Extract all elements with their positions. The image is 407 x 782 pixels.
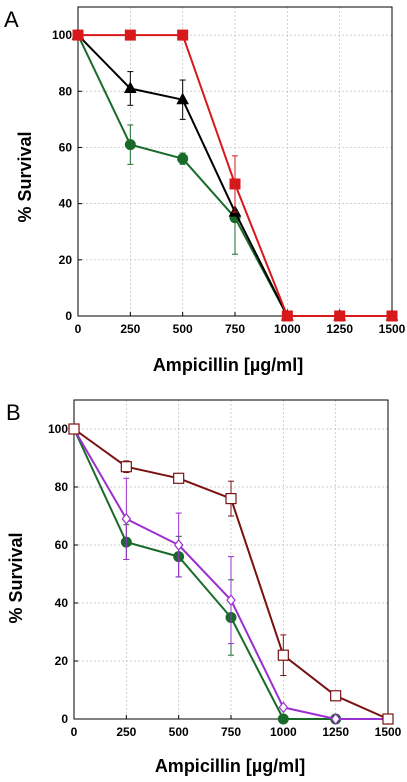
panel-label-b: B (6, 400, 21, 425)
data-point (386, 310, 398, 322)
chart-panel-b: B 0 250 500 750 1000 1250 1500 0 20 40 60 80 100 Am… (6, 399, 402, 776)
y-tick-label: 40 (55, 596, 69, 610)
data-point (123, 81, 137, 93)
y-tick-labels: 0 20 40 60 80 100 (52, 28, 82, 323)
y-tick-label: 20 (59, 253, 73, 267)
data-point (226, 594, 236, 607)
series-layer (71, 28, 399, 322)
data-point (330, 713, 341, 725)
chart-panel-a: A 0 250 500 750 1000 1250 1500 0 20 40 60 80 100 Am… (4, 6, 406, 375)
x-tick-label: 1000 (274, 322, 301, 336)
x-tick-label: 750 (221, 725, 241, 739)
series-1 (68, 423, 394, 725)
x-axis-title: Ampicillin [µg/ml] (153, 355, 303, 375)
data-point (120, 461, 132, 473)
data-point (173, 539, 184, 551)
data-point (277, 649, 289, 661)
y-tick-labels: 0 20 40 60 80 100 (48, 422, 78, 726)
data-point (330, 690, 342, 702)
y-tick-label: 80 (59, 84, 73, 98)
y-tick-label: 60 (55, 538, 69, 552)
x-tick-label: 1500 (379, 322, 406, 336)
series-2 (69, 423, 393, 725)
y-tick-label: 100 (52, 28, 72, 42)
data-point (176, 92, 190, 105)
data-point (277, 713, 289, 725)
x-tick-label: 500 (169, 725, 189, 739)
y-tick-label: 0 (65, 309, 72, 323)
data-point (382, 713, 394, 725)
x-tick-label: 250 (116, 725, 136, 739)
data-point (281, 310, 293, 322)
x-tick-labels: 0 250 500 750 1000 1250 1500 (75, 312, 406, 336)
data-point (124, 29, 136, 41)
data-point (72, 29, 84, 41)
y-tick-label: 0 (61, 712, 68, 726)
y-tick-label: 20 (55, 654, 69, 668)
x-tick-label: 0 (71, 725, 78, 739)
x-tick-label: 750 (225, 322, 245, 336)
data-point (225, 493, 237, 505)
data-point (68, 423, 80, 435)
x-axis-title: Ampicillin [µg/ml] (155, 756, 305, 776)
y-tick-label: 80 (55, 480, 69, 494)
data-point (334, 310, 346, 322)
data-point (278, 701, 289, 714)
x-tick-label: 1250 (322, 725, 349, 739)
data-point (177, 29, 189, 41)
panel-label-a: A (4, 7, 19, 32)
series-layer (68, 423, 394, 725)
x-tick-label: 0 (75, 322, 82, 336)
y-axis-title: % Survival (15, 131, 35, 222)
y-axis-title: % Survival (6, 532, 26, 623)
y-tick-label: 40 (59, 197, 73, 211)
x-tick-label: 250 (120, 322, 140, 336)
x-tick-label: 500 (173, 322, 193, 336)
series-1 (72, 29, 398, 322)
data-point (124, 139, 136, 151)
data-point (121, 512, 132, 525)
y-tick-label: 60 (59, 140, 73, 154)
x-tick-label: 1000 (270, 725, 297, 739)
data-point (229, 178, 241, 190)
data-point (173, 472, 185, 484)
y-tick-label: 100 (48, 422, 68, 436)
x-tick-label: 1250 (326, 322, 353, 336)
data-point (177, 153, 189, 165)
x-tick-label: 1500 (375, 725, 402, 739)
